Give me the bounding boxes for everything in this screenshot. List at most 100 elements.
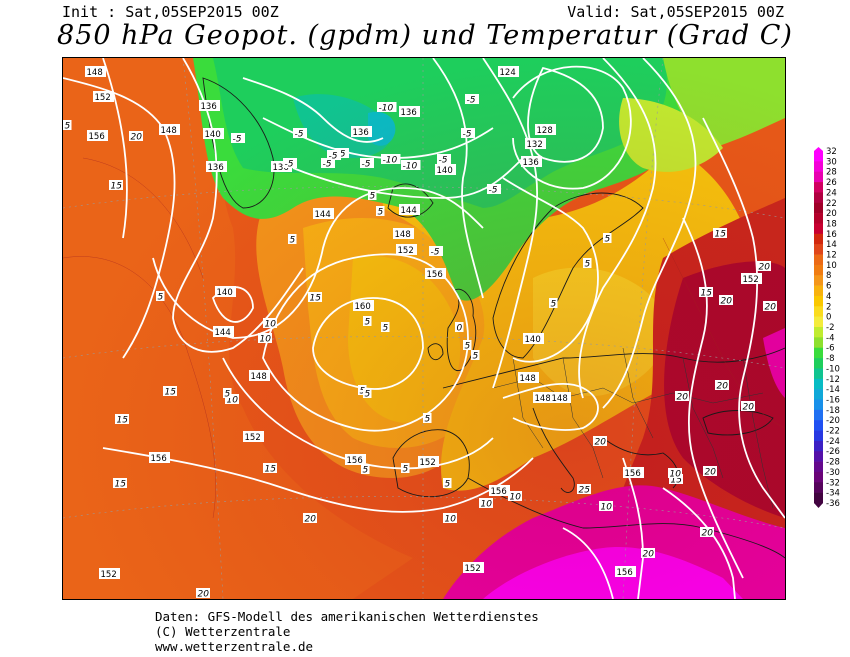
temperature-label-box: [115, 414, 129, 424]
temperature-label-box: [443, 478, 452, 488]
geopotential-label: 152: [743, 275, 759, 285]
geopotential-label: 156: [347, 456, 363, 466]
weather-map-canvas: 148 152 156 148 140 136 136 136 136 136 124 128 132 1…: [62, 57, 786, 600]
geopotential-label-box: [525, 138, 546, 149]
geopotential-label: 156: [89, 132, 105, 142]
geopotential-label-box: [498, 66, 519, 77]
temperature-label: 5: [605, 235, 611, 245]
temperature-label: 15: [310, 294, 322, 304]
legend-tick-label: 24: [826, 188, 837, 198]
geopotential-label: 140: [437, 166, 453, 176]
temperature-label-box: [263, 318, 277, 328]
temperature-label-box: [283, 158, 297, 168]
geopot-contour-low-124: [527, 66, 604, 163]
geopotential-label-box: [345, 454, 366, 465]
coast-north-africa: [467, 477, 786, 559]
legend-swatch: [814, 451, 823, 462]
temperature-label: 5: [360, 387, 366, 397]
temperature-label: 10: [481, 500, 493, 510]
temperature-label: 15: [265, 465, 277, 475]
temperature-label: 5: [290, 236, 296, 246]
temperature-label-box: [465, 94, 479, 104]
legend-tick-label: -4: [826, 333, 834, 343]
temperature-label: -5: [489, 186, 498, 196]
temperature-label: 20: [765, 303, 777, 313]
temperature-label: 5: [225, 390, 231, 400]
footer-website: www.wetterzentrale.de: [155, 639, 314, 654]
temperature-label-box: [641, 548, 655, 558]
geopot-contour-3: [172, 57, 304, 353]
temperature-label-box: [321, 158, 335, 168]
border-line-4: [622, 347, 654, 439]
geopotential-label: 136: [353, 128, 369, 138]
init-time: Init : Sat,05SEP2015 00Z: [62, 3, 279, 21]
geopotential-label-box: [535, 124, 556, 135]
geopotential-label: 140: [217, 288, 233, 298]
border-line-6: [742, 357, 774, 509]
temperature-label: 20: [305, 515, 317, 525]
temperature-label-box: [363, 316, 372, 326]
temperature-label: 15: [117, 416, 129, 426]
temperature-label: 10: [265, 320, 277, 330]
geopotential-label-box: [399, 106, 420, 117]
geopot-contour-12: [502, 177, 599, 363]
border-line-2: [512, 357, 544, 449]
temperature-label: 5: [473, 352, 479, 362]
geopotential-label: 152: [101, 570, 117, 580]
footer-data-source: Daten: GFS-Modell des amerikanischen Wet…: [155, 609, 539, 624]
geopot-contour-16: [682, 217, 744, 579]
legend-tick-label: 28: [826, 168, 837, 178]
border-line-3: [562, 357, 604, 479]
geopotential-label: 152: [245, 433, 261, 443]
geopotential-label-box: [93, 91, 114, 102]
legend-swatch: [814, 420, 823, 431]
geopot-contour-18: [562, 527, 614, 600]
temperature-label-box: [757, 261, 771, 271]
footer-copyright: (C) Wetterzentrale: [155, 624, 291, 639]
valid-time: Valid: Sat,05SEP2015 00Z: [567, 3, 784, 21]
temperature-label: 20: [198, 590, 210, 600]
temperature-label-box: [263, 463, 277, 473]
temperature-label-box: [703, 466, 717, 476]
legend-swatch: [814, 389, 823, 400]
legend-tick-label: -22: [826, 427, 840, 437]
geopot-contour-low-128: [512, 65, 632, 190]
geopotential-label-box: [85, 66, 106, 77]
legend-swatch: [814, 399, 823, 411]
geopotential-label-box: [550, 392, 571, 403]
legend-tick-label: -2: [826, 323, 834, 333]
geopotential-label-box: [623, 467, 644, 478]
legend-swatch: [814, 254, 823, 266]
temperature-label-box: [461, 128, 475, 138]
geopotential-label-box: [215, 286, 236, 297]
legend-tick-label: 10: [826, 261, 837, 271]
legend-swatch: [814, 171, 823, 183]
temperature-label: -5: [323, 160, 332, 170]
legend-swatch: [814, 275, 823, 286]
geopotential-label: 148: [161, 126, 177, 136]
legend-tick-label: 16: [826, 230, 837, 240]
geopot-contour-5: [222, 357, 494, 470]
geopotential-label: 152: [95, 93, 111, 103]
temperature-label-box: [437, 154, 451, 164]
legend-swatch: [814, 492, 823, 504]
temperature-label: -5: [285, 160, 294, 170]
geopotential-label: 156: [491, 487, 507, 497]
geopotential-label-box: [523, 333, 544, 344]
temperature-label: 10: [670, 470, 682, 480]
temperature-label: 10: [601, 503, 613, 513]
legend-swatch: [814, 327, 823, 338]
temperature-label-box: [668, 468, 682, 478]
geopotential-label-box: [199, 100, 220, 111]
temperature-label: -5: [431, 248, 440, 258]
legend-tick-label: -20: [826, 416, 840, 426]
temperature-label: 5: [403, 465, 409, 475]
temperature-label: 5: [65, 122, 71, 132]
legend-swatch: [814, 409, 823, 421]
geopot-contour-7: [242, 77, 384, 143]
legend-swatch: [814, 151, 823, 162]
geopotential-label: 136: [273, 163, 289, 173]
geopotential-contours: [62, 57, 786, 600]
legend-top-arrow: [814, 147, 823, 151]
temperature-label-box: [368, 190, 377, 200]
